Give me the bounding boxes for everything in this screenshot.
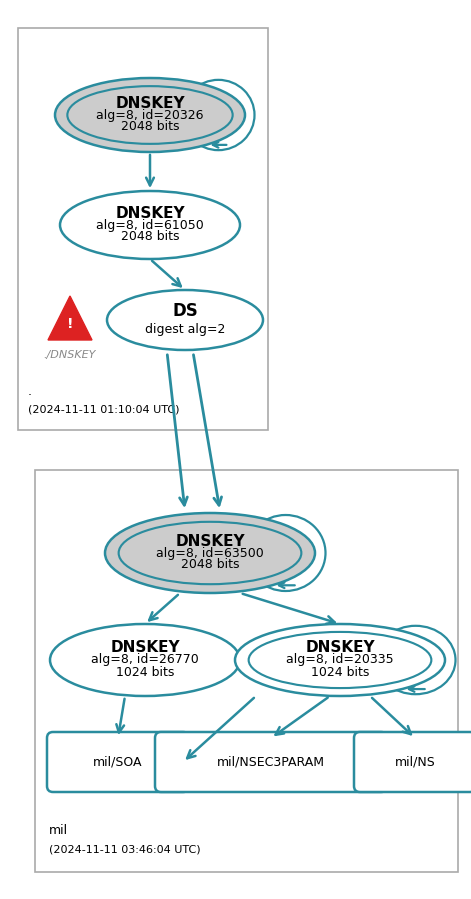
Text: alg=8, id=26770: alg=8, id=26770: [91, 654, 199, 666]
Text: ./DNSKEY: ./DNSKEY: [44, 350, 96, 360]
Text: DNSKEY: DNSKEY: [115, 206, 185, 220]
Text: 2048 bits: 2048 bits: [121, 230, 179, 244]
Ellipse shape: [55, 78, 245, 152]
Text: mil: mil: [49, 824, 68, 837]
Text: DNSKEY: DNSKEY: [305, 640, 375, 655]
Polygon shape: [48, 296, 92, 340]
Text: digest alg=2: digest alg=2: [145, 323, 225, 335]
Text: 1024 bits: 1024 bits: [116, 665, 174, 679]
Text: alg=8, id=20335: alg=8, id=20335: [286, 654, 394, 666]
Text: DNSKEY: DNSKEY: [110, 640, 180, 655]
Text: 1024 bits: 1024 bits: [311, 665, 369, 679]
Text: alg=8, id=61050: alg=8, id=61050: [96, 218, 204, 232]
Text: (2024-11-11 01:10:04 UTC): (2024-11-11 01:10:04 UTC): [28, 404, 179, 414]
Ellipse shape: [107, 290, 263, 350]
Text: .: .: [28, 385, 32, 398]
Text: DNSKEY: DNSKEY: [175, 533, 245, 548]
Ellipse shape: [235, 624, 445, 696]
Ellipse shape: [105, 513, 315, 593]
Text: alg=8, id=63500: alg=8, id=63500: [156, 547, 264, 559]
FancyBboxPatch shape: [47, 732, 189, 792]
Text: alg=8, id=20326: alg=8, id=20326: [96, 109, 204, 121]
FancyBboxPatch shape: [155, 732, 387, 792]
Text: 2048 bits: 2048 bits: [181, 558, 239, 572]
Ellipse shape: [60, 191, 240, 259]
Bar: [18, 28, 268, 430]
Text: 2048 bits: 2048 bits: [121, 120, 179, 133]
Ellipse shape: [50, 624, 240, 696]
FancyBboxPatch shape: [354, 732, 471, 792]
Text: !: !: [67, 317, 73, 331]
Text: mil/NSEC3PARAM: mil/NSEC3PARAM: [217, 755, 325, 769]
Text: (2024-11-11 03:46:04 UTC): (2024-11-11 03:46:04 UTC): [49, 844, 201, 854]
Text: mil/NS: mil/NS: [395, 755, 435, 769]
Bar: [35, 470, 458, 872]
Text: mil/SOA: mil/SOA: [93, 755, 143, 769]
Text: DS: DS: [172, 302, 198, 320]
Text: DNSKEY: DNSKEY: [115, 95, 185, 111]
